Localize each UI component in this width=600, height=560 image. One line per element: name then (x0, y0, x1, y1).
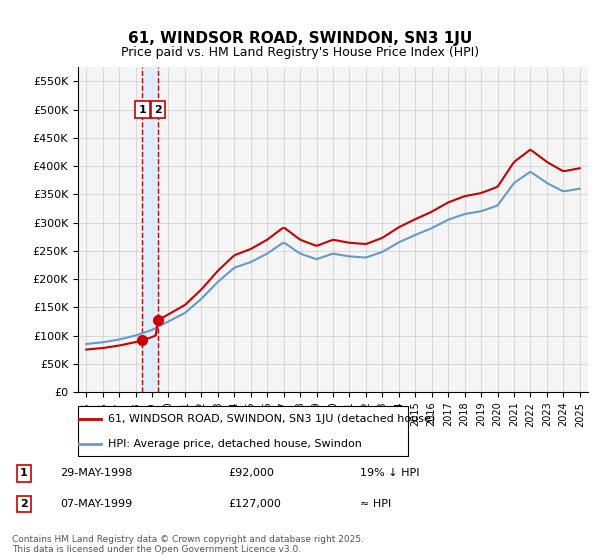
Text: 2: 2 (20, 499, 28, 509)
Text: 61, WINDSOR ROAD, SWINDON, SN3 1JU: 61, WINDSOR ROAD, SWINDON, SN3 1JU (128, 31, 472, 46)
Text: 29-MAY-1998: 29-MAY-1998 (60, 468, 133, 478)
Text: 1: 1 (139, 105, 146, 115)
Text: ≈ HPI: ≈ HPI (360, 499, 391, 509)
Text: £127,000: £127,000 (228, 499, 281, 509)
Bar (142, 67, 158, 392)
Text: Price paid vs. HM Land Registry's House Price Index (HPI): Price paid vs. HM Land Registry's House … (121, 46, 479, 59)
Text: £92,000: £92,000 (228, 468, 274, 478)
Text: 1: 1 (20, 468, 28, 478)
Text: 19% ↓ HPI: 19% ↓ HPI (360, 468, 419, 478)
Text: HPI: Average price, detached house, Swindon: HPI: Average price, detached house, Swin… (108, 439, 362, 449)
Text: 07-MAY-1999: 07-MAY-1999 (60, 499, 132, 509)
Text: Contains HM Land Registry data © Crown copyright and database right 2025.
This d: Contains HM Land Registry data © Crown c… (12, 535, 364, 554)
Text: 61, WINDSOR ROAD, SWINDON, SN3 1JU (detached house): 61, WINDSOR ROAD, SWINDON, SN3 1JU (deta… (108, 414, 435, 423)
FancyBboxPatch shape (78, 406, 408, 456)
Text: 2: 2 (154, 105, 162, 115)
